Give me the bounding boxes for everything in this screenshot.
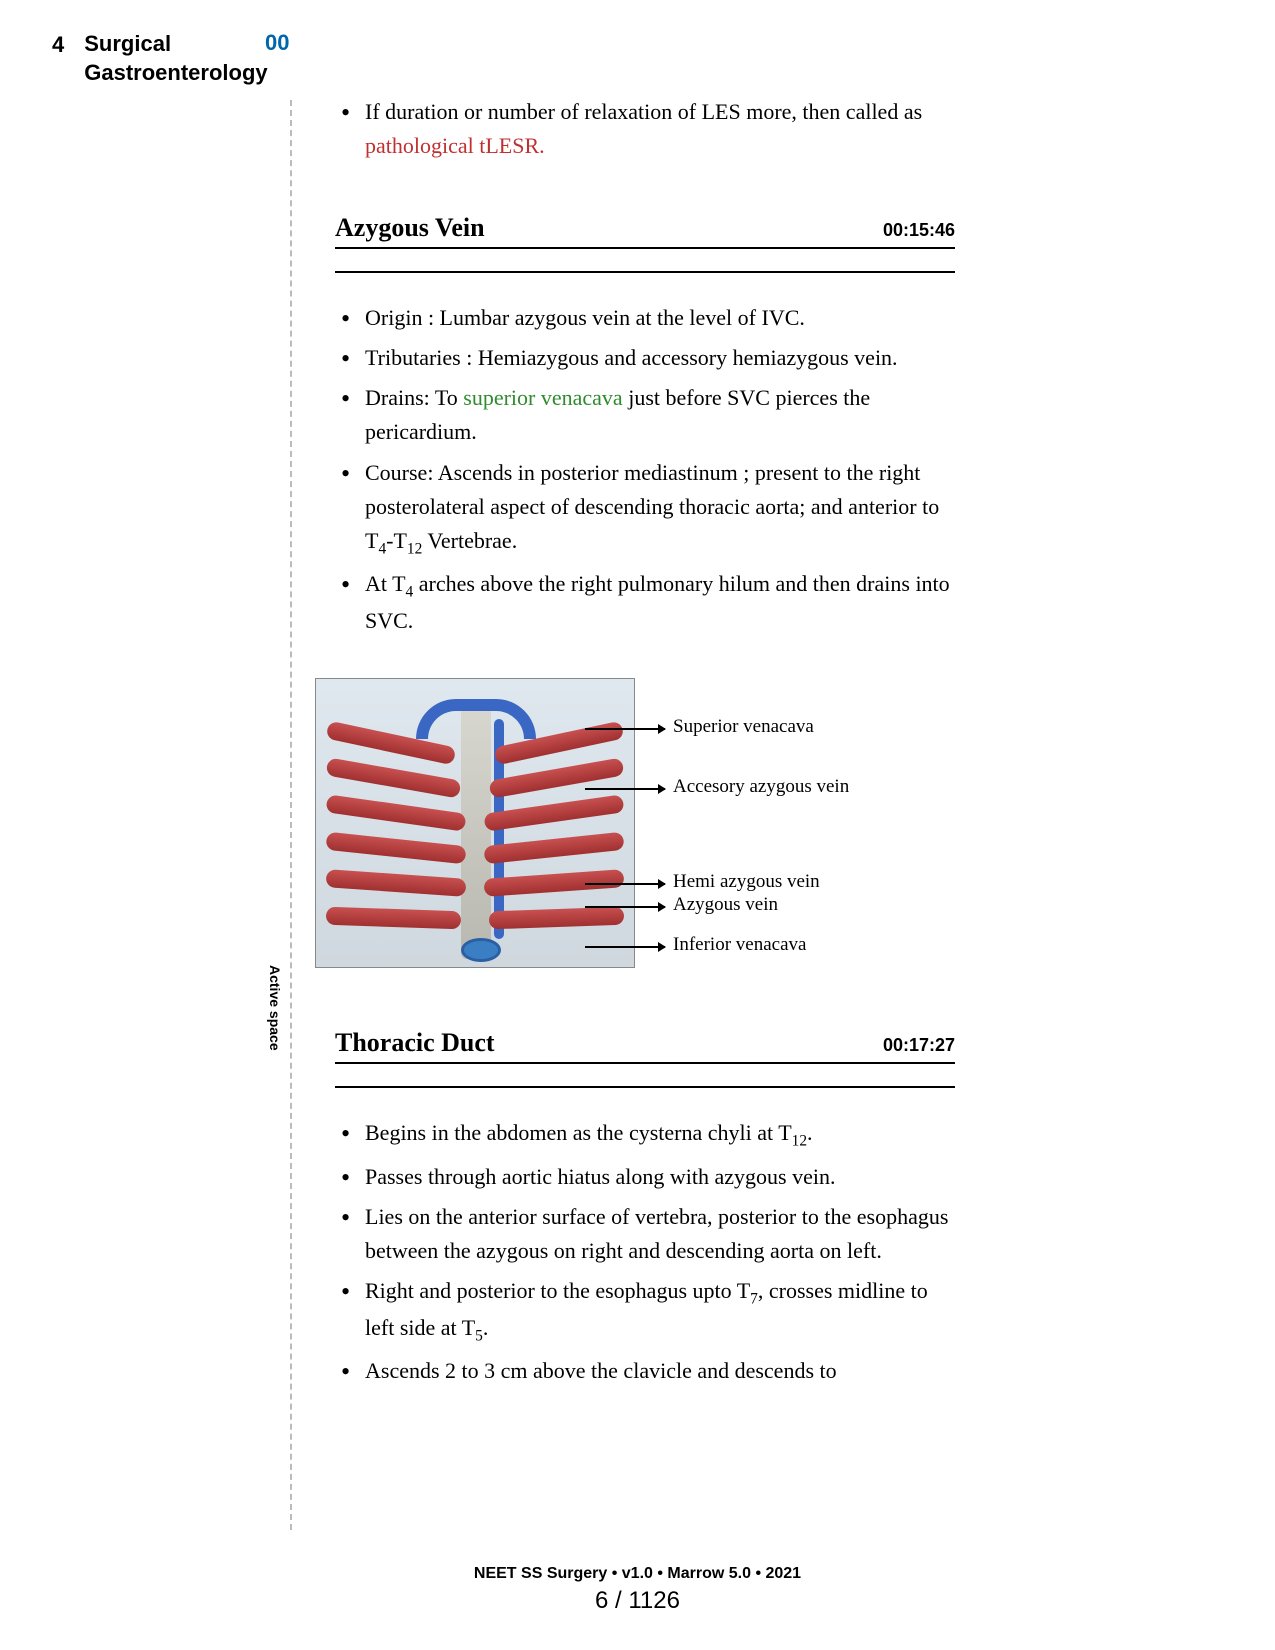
rib: [326, 907, 462, 930]
label-accessory: Accesory azygous vein: [673, 776, 849, 798]
b3-pre: Drains: To: [365, 385, 463, 410]
arrow-svc: [585, 728, 665, 730]
rib: [483, 832, 624, 865]
label-svc: Superior venacava: [673, 716, 814, 738]
b5-b: arches above the right pulmonary hilum a…: [365, 571, 950, 633]
header-code: 00: [265, 30, 289, 56]
chapter-title: Surgical Gastroenterology: [84, 30, 267, 87]
vein-arch: [416, 699, 536, 739]
azygous-b5: At T4 arches above the right pulmonary h…: [335, 567, 955, 638]
section1-title: Azygous Vein: [335, 213, 485, 243]
azygous-b1: Origin : Lumbar azygous vein at the leve…: [335, 301, 955, 335]
section2-underline: [335, 1074, 955, 1088]
section2-title: Thoracic Duct: [335, 1028, 495, 1058]
rib: [325, 795, 466, 832]
tb4-sub2: 5: [475, 1328, 483, 1345]
label-ivc: Inferior venacava: [673, 934, 806, 956]
rib: [325, 832, 466, 865]
thoracic-b4: Right and posterior to the esophagus upt…: [335, 1274, 955, 1349]
intro-text: If duration or number of relaxation of L…: [365, 99, 922, 124]
title-line2: Gastroenterology: [84, 60, 267, 85]
label-hemi: Hemi azygous vein: [673, 871, 820, 893]
label-azygous: Azygous vein: [673, 894, 778, 916]
thoracic-b3: Lies on the anterior surface of vertebra…: [335, 1200, 955, 1268]
thoracic-b2: Passes through aortic hiatus along with …: [335, 1160, 955, 1194]
arrow-azygous: [585, 906, 665, 908]
tb4-a: Right and posterior to the esophagus upt…: [365, 1278, 750, 1303]
intro-bullet: If duration or number of relaxation of L…: [335, 95, 955, 163]
thoracic-b1: Begins in the abdomen as the cysterna ch…: [335, 1116, 955, 1153]
rib: [326, 870, 467, 898]
footer-pagenum: 6 / 1126: [0, 1587, 1275, 1615]
thoracic-notes: Begins in the abdomen as the cysterna ch…: [335, 1116, 955, 1388]
thoracic-b5: Ascends 2 to 3 cm above the clavicle and…: [335, 1354, 955, 1388]
section-azygous-header: Azygous Vein 00:15:46: [335, 213, 955, 249]
b3-green: superior venacava: [463, 385, 628, 410]
azygous-b4: Course: Ascends in posterior mediastinum…: [335, 456, 955, 561]
azygous-b3: Drains: To superior venacava just before…: [335, 381, 955, 449]
tb4-sub1: 7: [750, 1290, 758, 1307]
b4-sub2: 12: [407, 540, 422, 557]
page-header: 4 Surgical Gastroenterology: [52, 30, 268, 87]
page-footer: NEET SS Surgery • v1.0 • Marrow 5.0 • 20…: [0, 1565, 1275, 1615]
arrow-hemi: [585, 883, 665, 885]
rib: [483, 795, 624, 832]
section1-underline: [335, 259, 955, 273]
main-content: If duration or number of relaxation of L…: [335, 95, 955, 1395]
rib: [488, 758, 624, 799]
arrow-accessory: [585, 788, 665, 790]
b5-a: At T: [365, 571, 406, 596]
rib: [325, 758, 461, 799]
b4-sub1: 4: [378, 540, 386, 557]
anatomy-illustration: [315, 678, 635, 968]
b4-mid: -T: [386, 528, 407, 553]
footer-meta: NEET SS Surgery • v1.0 • Marrow 5.0 • 20…: [0, 1565, 1275, 1583]
title-line1: Surgical: [84, 31, 171, 56]
rib: [489, 907, 625, 930]
section1-timestamp: 00:15:46: [883, 220, 955, 241]
section-thoracic-header: Thoracic Duct 00:17:27: [335, 1028, 955, 1064]
b4-end: Vertebrae.: [422, 528, 517, 553]
azygous-b2: Tributaries : Hemiazygous and accessory …: [335, 341, 955, 375]
margin-divider: [290, 100, 292, 1530]
tb4-end: .: [483, 1315, 489, 1340]
arrow-ivc: [585, 946, 665, 948]
intro-list: If duration or number of relaxation of L…: [335, 95, 955, 163]
active-space-label: Active space: [267, 965, 283, 1051]
ivc-shape: [461, 938, 501, 962]
azygous-notes: Origin : Lumbar azygous vein at the leve…: [335, 301, 955, 638]
tb1-sub: 12: [792, 1133, 807, 1150]
intro-highlight: pathological tLESR.: [365, 133, 545, 158]
section2-timestamp: 00:17:27: [883, 1035, 955, 1056]
anatomy-figure: Superior venacava Accesory azygous vein …: [315, 678, 955, 978]
tb1-end: .: [807, 1120, 813, 1145]
tb1-a: Begins in the abdomen as the cysterna ch…: [365, 1120, 792, 1145]
page-number-left: 4: [52, 32, 64, 58]
